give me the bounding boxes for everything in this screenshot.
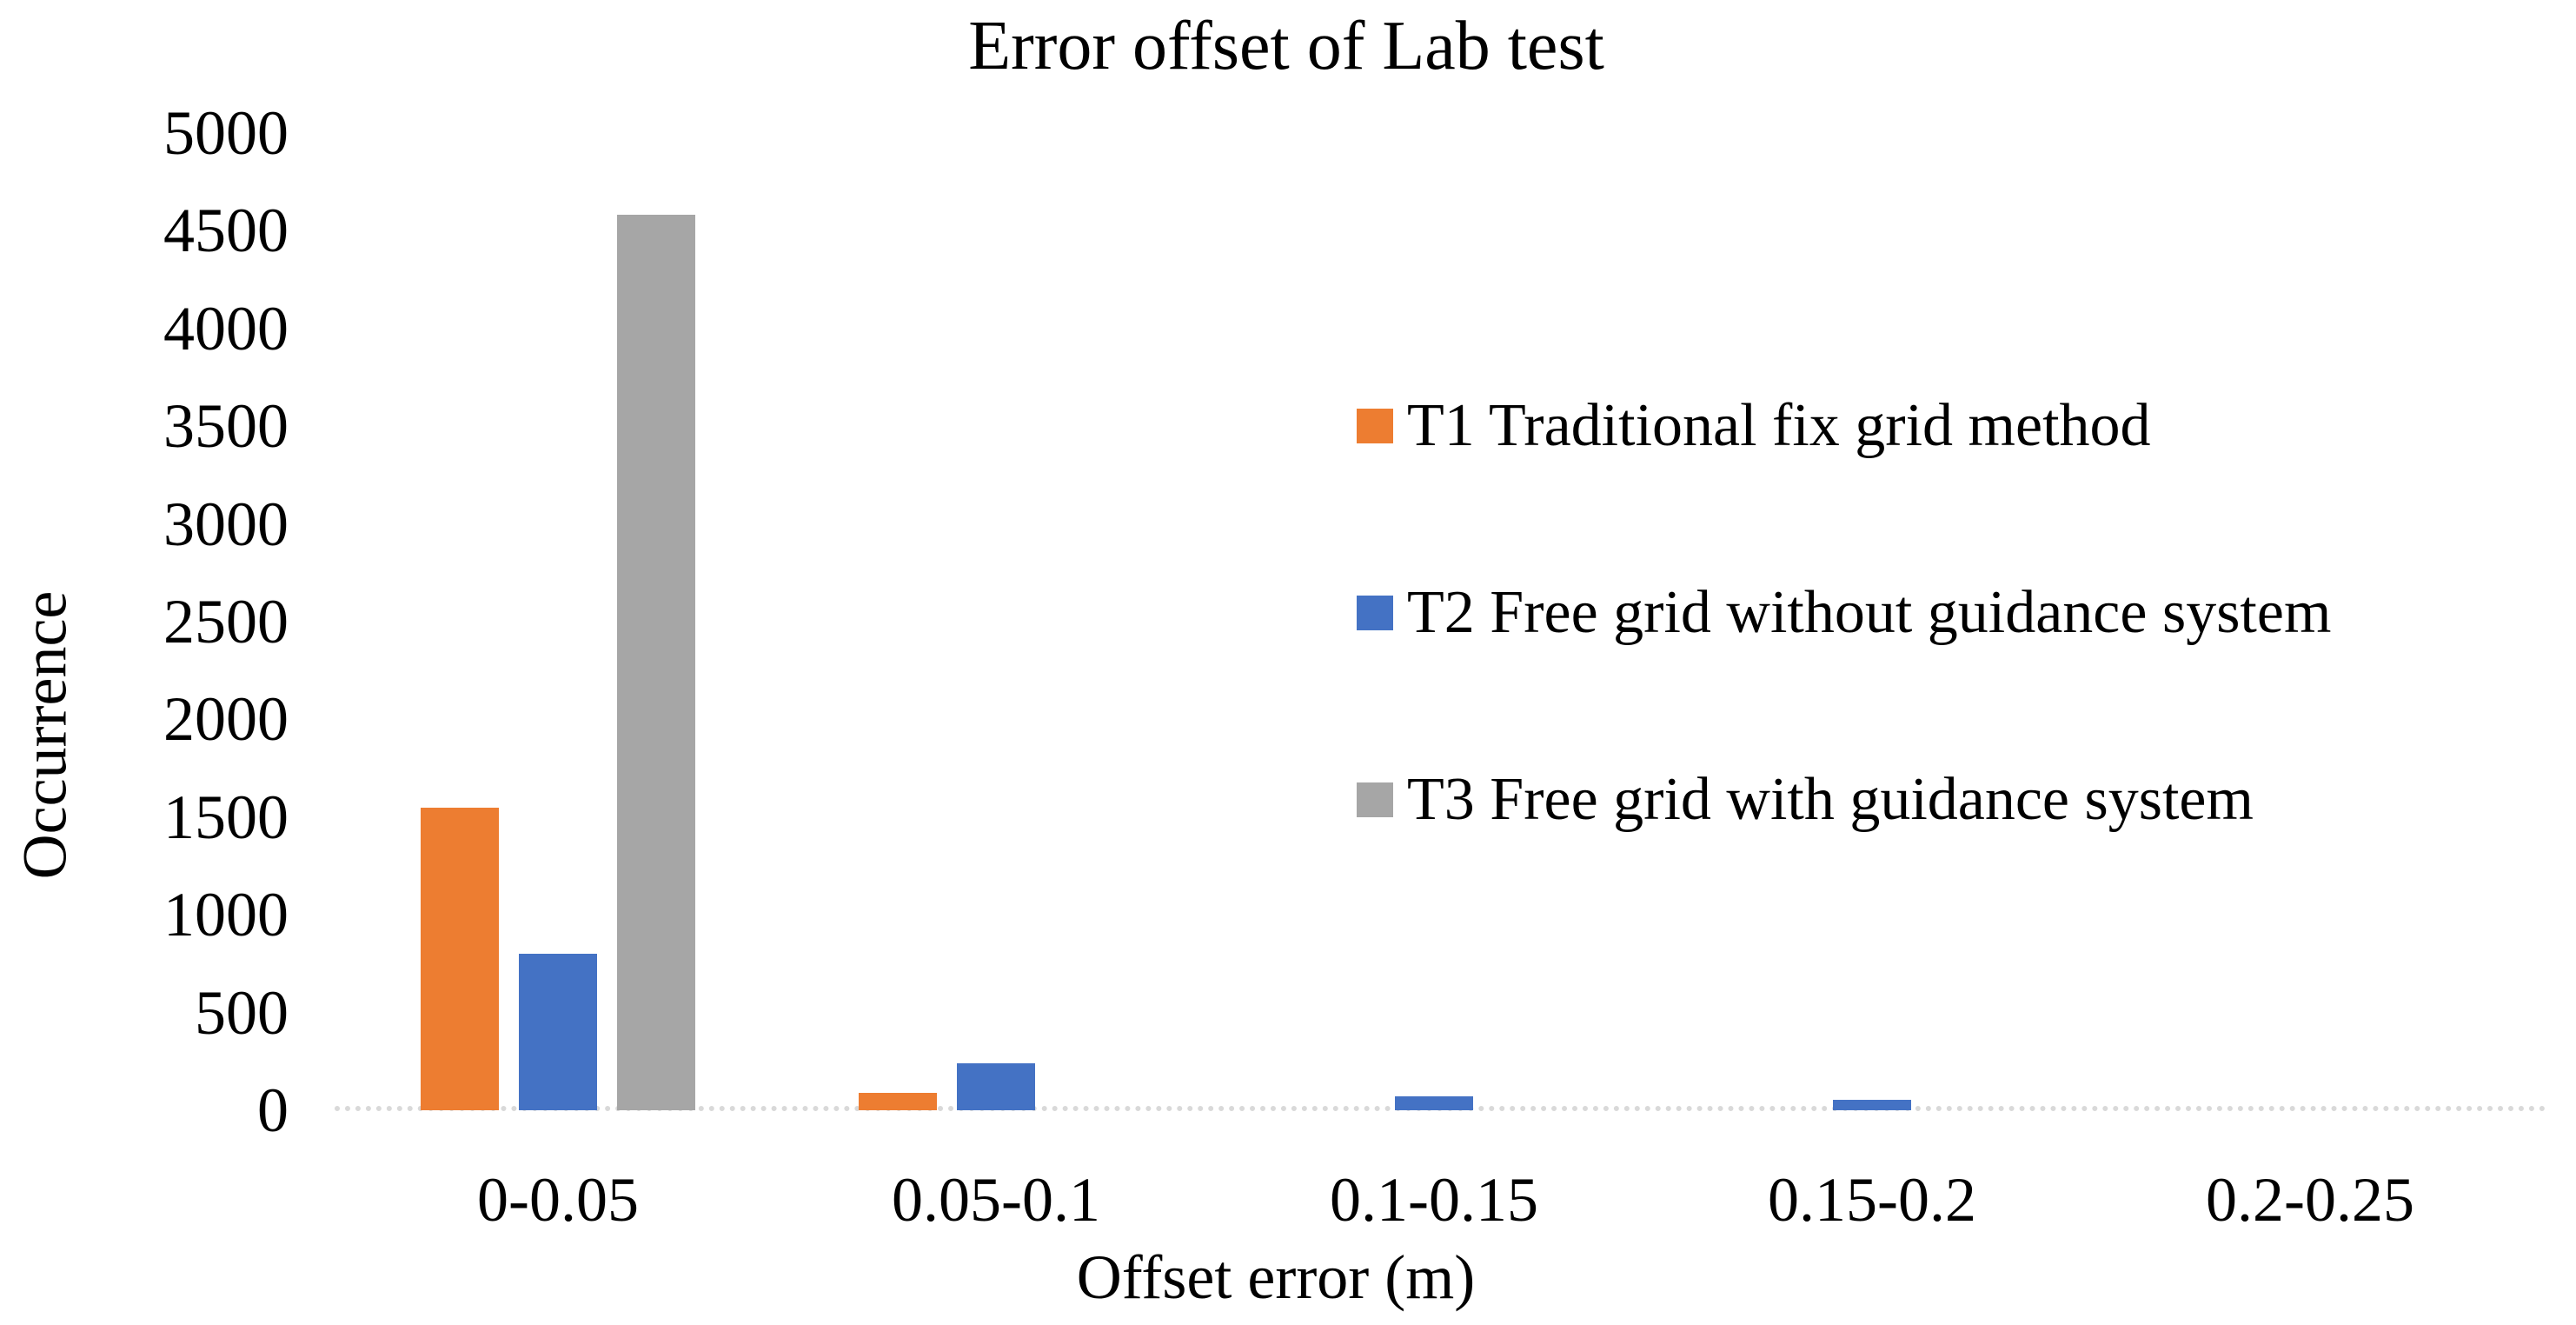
bar-t1-0-0.05 xyxy=(421,807,499,1110)
x-tick-label: 0-0.05 xyxy=(477,1165,639,1235)
legend-item: T3 Free grid with guidance system xyxy=(1357,767,2254,833)
y-tick-label: 2500 xyxy=(163,587,289,656)
legend-item: T1 Traditional fix grid method xyxy=(1357,393,2151,459)
y-tick-label: 0 xyxy=(257,1075,289,1145)
legend-label: T1 Traditional fix grid method xyxy=(1407,392,2151,459)
x-tick-label: 0.1-0.15 xyxy=(1330,1165,1538,1235)
legend-label: T2 Free grid without guidance system xyxy=(1407,579,2332,646)
bar-t2-0.1-0.15 xyxy=(1395,1096,1473,1110)
y-tick-label: 4000 xyxy=(163,293,289,363)
y-tick-label: 500 xyxy=(195,977,289,1048)
bar-t2-0.05-0.1 xyxy=(957,1063,1035,1110)
x-tick-label: 0.05-0.1 xyxy=(892,1165,1100,1235)
legend-swatch-icon xyxy=(1357,782,1393,817)
legend-swatch-icon xyxy=(1357,409,1393,443)
bar-t2-0-0.05 xyxy=(519,954,597,1110)
y-tick-label: 4500 xyxy=(163,196,289,266)
y-tick-label: 3500 xyxy=(163,391,289,462)
bar-t1-0.05-0.1 xyxy=(859,1092,937,1110)
y-tick-label: 1500 xyxy=(163,782,289,852)
legend-label: T3 Free grid with guidance system xyxy=(1407,766,2254,833)
legend-item: T2 Free grid without guidance system xyxy=(1357,580,2331,646)
bar-t2-0.15-0.2 xyxy=(1833,1099,1911,1110)
legend-swatch-icon xyxy=(1357,596,1393,630)
bar-t3-0-0.05 xyxy=(617,215,695,1110)
chart-title: Error offset of Lab test xyxy=(968,8,1604,84)
y-tick-label: 1000 xyxy=(163,880,289,950)
x-axis-title: Offset error (m) xyxy=(1076,1242,1476,1312)
y-tick-label: 5000 xyxy=(163,98,289,168)
y-tick-label: 2000 xyxy=(163,684,289,755)
x-tick-label: 0.15-0.2 xyxy=(1768,1165,1976,1235)
x-tick-label: 0.2-0.25 xyxy=(2206,1165,2414,1235)
y-tick-label: 3000 xyxy=(163,489,289,559)
